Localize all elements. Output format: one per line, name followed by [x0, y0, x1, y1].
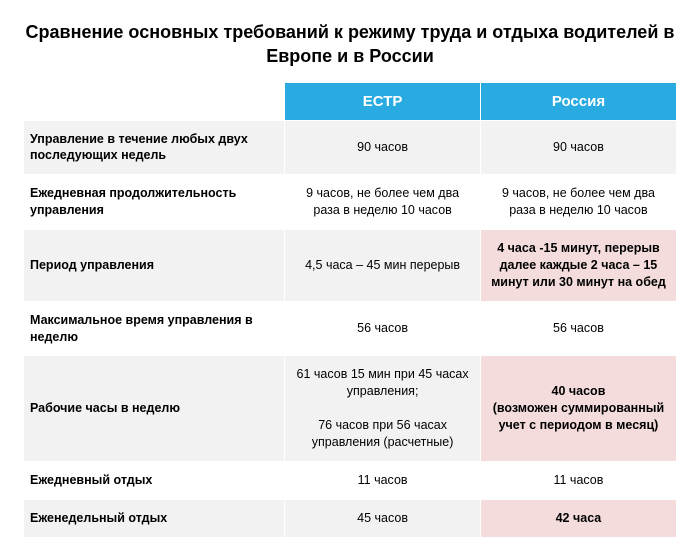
table-row: Управление в течение любых двух последую… — [24, 120, 676, 175]
header-blank — [24, 83, 285, 121]
row-value-ectr: 61 часов 15 мин при 45 часах управления;… — [285, 356, 481, 461]
row-label: Управление в течение любых двух последую… — [24, 120, 285, 175]
table-row: Ежедневная продолжительность управления9… — [24, 175, 676, 230]
row-value-ectr: 56 часов — [285, 301, 481, 356]
row-value-russia: 9 часов, не более чем два раза в неделю … — [480, 175, 676, 230]
row-label: Ежедневный отдых — [24, 461, 285, 499]
row-label: Еженедельный отдых — [24, 499, 285, 536]
table-row: Максимальное время управления в неделю56… — [24, 301, 676, 356]
header-russia: Россия — [480, 83, 676, 121]
table-row: Рабочие часы в неделю61 часов 15 мин при… — [24, 356, 676, 461]
header-ectr: ЕСТР — [285, 83, 481, 121]
row-label: Рабочие часы в неделю — [24, 356, 285, 461]
row-label: Ежедневная продолжительность управления — [24, 175, 285, 230]
comparison-table: ЕСТР Россия Управление в течение любых д… — [24, 83, 676, 537]
table-header-row: ЕСТР Россия — [24, 83, 676, 121]
page-title: Сравнение основных требований к режиму т… — [24, 20, 676, 69]
row-label: Период управления — [24, 230, 285, 302]
row-value-russia: 42 часа — [480, 499, 676, 536]
table-row: Еженедельный отдых45 часов42 часа — [24, 499, 676, 536]
row-value-russia: 56 часов — [480, 301, 676, 356]
row-value-russia: 40 часов (возможен суммированный учет с … — [480, 356, 676, 461]
row-value-russia: 11 часов — [480, 461, 676, 499]
row-value-russia: 4 часа -15 минут, перерыв далее каждые 2… — [480, 230, 676, 302]
row-value-ectr: 9 часов, не более чем два раза в неделю … — [285, 175, 481, 230]
row-value-ectr: 11 часов — [285, 461, 481, 499]
table-row: Период управления4,5 часа – 45 мин перер… — [24, 230, 676, 302]
row-value-ectr: 4,5 часа – 45 мин перерыв — [285, 230, 481, 302]
table-row: Ежедневный отдых11 часов11 часов — [24, 461, 676, 499]
row-value-ectr: 45 часов — [285, 499, 481, 536]
row-value-russia: 90 часов — [480, 120, 676, 175]
row-label: Максимальное время управления в неделю — [24, 301, 285, 356]
row-value-ectr: 90 часов — [285, 120, 481, 175]
